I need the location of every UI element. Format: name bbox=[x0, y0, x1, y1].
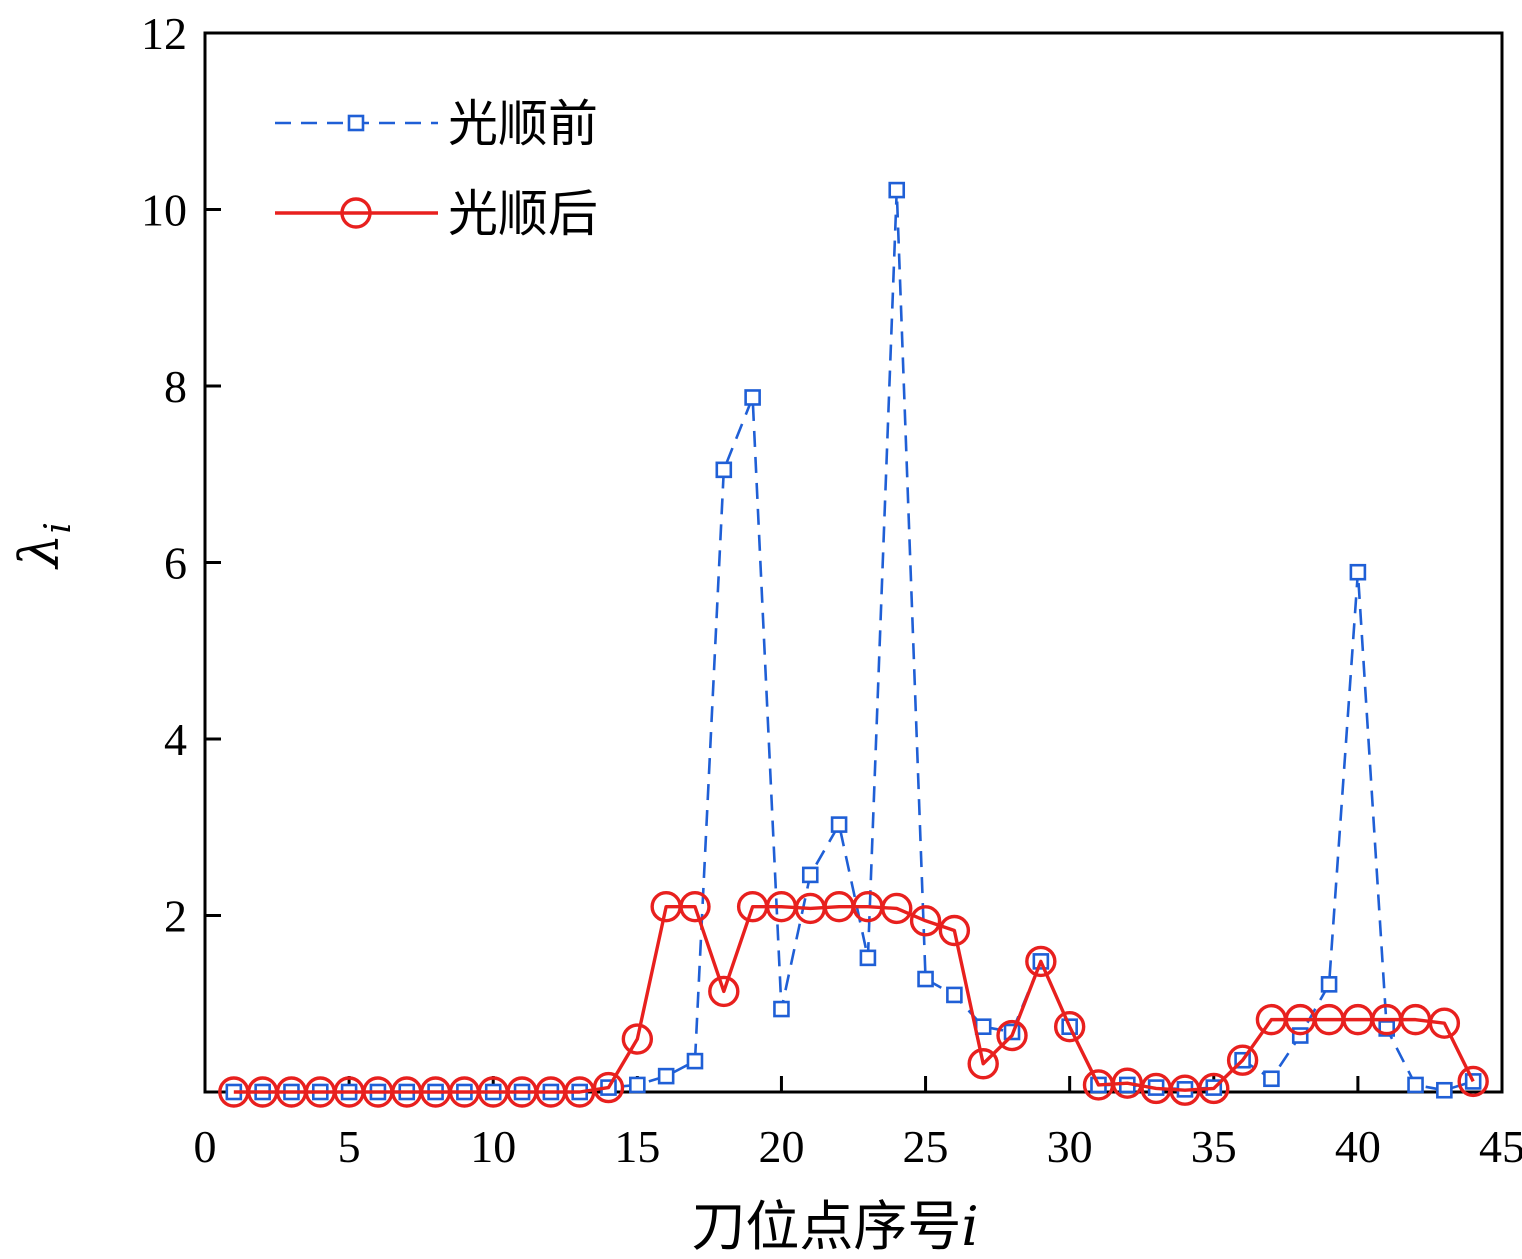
y-tick-label: 10 bbox=[141, 185, 187, 236]
y-tick-label: 4 bbox=[164, 714, 187, 765]
x-tick-label: 40 bbox=[1335, 1121, 1381, 1172]
x-tick-label: 20 bbox=[758, 1121, 804, 1172]
data-point-circle bbox=[1053, 1010, 1086, 1043]
data-point-square bbox=[888, 181, 906, 199]
data-point-square bbox=[715, 461, 733, 479]
series-line bbox=[233, 904, 1475, 1094]
x-tick-label: 10 bbox=[470, 1121, 516, 1172]
y-tick-label: 6 bbox=[164, 538, 187, 589]
x-tick-label: 5 bbox=[338, 1121, 361, 1172]
data-point-circle bbox=[1025, 945, 1057, 978]
y-axis-title: λi bbox=[8, 522, 79, 570]
x-axis-variable: i bbox=[961, 1195, 978, 1258]
x-tick-label: 30 bbox=[1047, 1121, 1093, 1172]
y-tick-label: 8 bbox=[164, 361, 187, 412]
data-point-square bbox=[1436, 1081, 1453, 1099]
legend-item: 光顺前 bbox=[275, 95, 598, 153]
data-point-circle bbox=[938, 914, 971, 947]
x-tick-label: 45 bbox=[1479, 1121, 1522, 1172]
y-tick-label: 12 bbox=[141, 8, 187, 59]
data-point-circle bbox=[1198, 1072, 1230, 1105]
data-point-square bbox=[657, 1067, 675, 1085]
legend-label: 光顺前 bbox=[448, 95, 598, 153]
y-axis-subscript: i bbox=[38, 522, 79, 534]
data-point-circle bbox=[1428, 1007, 1461, 1039]
data-point-square bbox=[801, 866, 819, 884]
data-point-square bbox=[686, 1052, 704, 1070]
plot-frame bbox=[203, 31, 1504, 1094]
series-line bbox=[233, 188, 1474, 1094]
data-point-circle bbox=[996, 1019, 1028, 1052]
data-point-circle bbox=[1226, 1044, 1259, 1076]
data-point-circle bbox=[592, 1071, 625, 1104]
legend-marker-circle bbox=[340, 197, 372, 229]
legend-marker-square bbox=[347, 114, 365, 132]
data-point-square bbox=[946, 986, 963, 1004]
data-point-square bbox=[1407, 1076, 1424, 1094]
data-point-square bbox=[1263, 1070, 1280, 1088]
x-tick-label: 35 bbox=[1191, 1121, 1237, 1172]
data-point-square bbox=[974, 1018, 992, 1035]
y-tick-label: 2 bbox=[164, 891, 187, 942]
data-point-circle bbox=[708, 975, 740, 1008]
data-point-circle bbox=[1111, 1067, 1144, 1099]
x-axis-title: 刀位点序号i bbox=[691, 1195, 978, 1258]
data-point-square bbox=[859, 949, 877, 967]
data-point-circle bbox=[1457, 1065, 1489, 1098]
data-point-square bbox=[773, 1000, 790, 1018]
data-point-square bbox=[629, 1076, 646, 1094]
data-point-square bbox=[830, 816, 848, 833]
x-tick-label: 15 bbox=[614, 1121, 660, 1172]
data-point-square bbox=[1320, 976, 1338, 993]
series-layer bbox=[218, 181, 1489, 1108]
data-point-square bbox=[1291, 1027, 1309, 1044]
data-point-circle bbox=[621, 1023, 654, 1055]
x-tick-label: 25 bbox=[903, 1121, 949, 1172]
legend-item: 光顺后 bbox=[275, 185, 598, 243]
axes: 0 5 10 15 20 25 30 35 40 45 2 4 6 8 10 12 bbox=[141, 8, 1522, 1172]
legend-label: 光顺后 bbox=[448, 185, 598, 243]
data-point-circle bbox=[881, 892, 913, 925]
data-point-square bbox=[1349, 563, 1367, 581]
series-after bbox=[218, 890, 1489, 1108]
data-point-square bbox=[744, 389, 761, 406]
x-axis-label: 刀位点序号 bbox=[691, 1195, 961, 1258]
x-tick-label: 0 bbox=[194, 1121, 217, 1172]
data-point-circle bbox=[679, 890, 711, 923]
data-point-circle bbox=[967, 1048, 999, 1080]
data-point-square bbox=[917, 970, 934, 988]
y-axis-symbol: λ bbox=[8, 534, 71, 570]
data-point-circle bbox=[909, 905, 942, 937]
series-before bbox=[225, 181, 1482, 1101]
